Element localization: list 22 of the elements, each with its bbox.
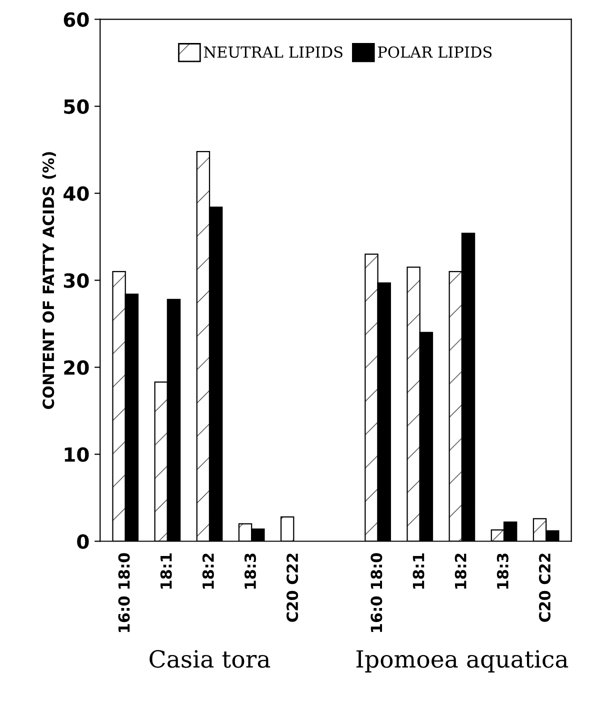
text: Casia tora (150, 650, 270, 668)
text: Ipomoea aquatica (356, 650, 568, 672)
y-tick-label: 0 (77, 534, 89, 549)
x-tick-label: C20 C22 (286, 554, 298, 622)
x-tick-label: C20 C22 (538, 554, 551, 622)
y-tick-label: 40 (64, 186, 89, 201)
x-tick-label: 18:2 (454, 554, 466, 589)
y-tick-label: 50 (64, 99, 89, 114)
legend-label: NEUTRAL LIPIDS (204, 46, 342, 58)
x-tick-label: 16:0 18:0 (370, 553, 382, 632)
y-axis-title: CONTENT OF FATTY ACIDS (%) (42, 152, 56, 410)
x-tick-label: 18:1 (412, 553, 424, 589)
x-tick-label: 18:3 (496, 554, 508, 589)
y-tick-label: 30 (64, 273, 89, 288)
y-tick-label: 60 (64, 12, 89, 27)
y-tick-label: 10 (64, 447, 89, 462)
y-tick-label: 20 (64, 360, 89, 375)
x-tick-label: 18:3 (244, 554, 256, 589)
x-tick-label: 16:0 18:0 (118, 553, 130, 632)
legend-label: POLAR LIPIDS (378, 46, 492, 58)
x-tick-label: 18:2 (202, 554, 214, 589)
x-tick-label: 18:1 (160, 553, 172, 589)
